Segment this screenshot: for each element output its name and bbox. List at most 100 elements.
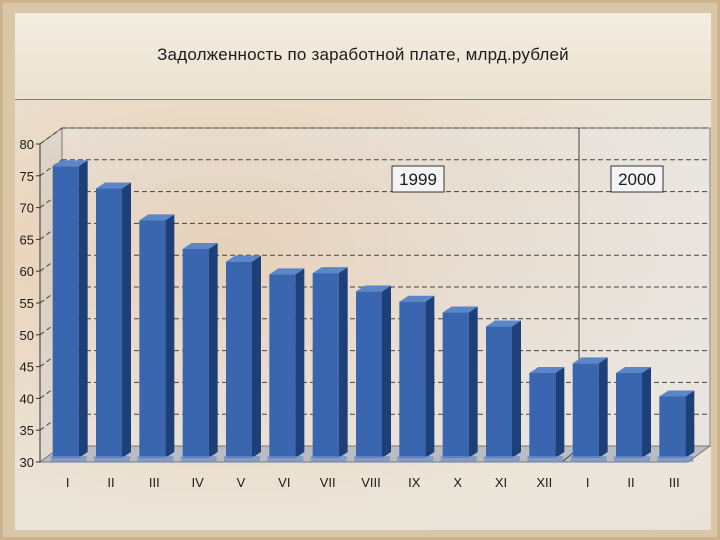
bar-side: [338, 267, 348, 458]
x-tick-label: I: [66, 475, 70, 490]
bar-side: [78, 160, 88, 458]
bar-side: [252, 255, 261, 458]
bar-side: [208, 242, 218, 458]
bar-front: [312, 273, 339, 458]
bar: [354, 285, 391, 462]
x-tick-label: XI: [495, 475, 507, 490]
gridline-side: [39, 127, 63, 145]
bar-top: [52, 160, 88, 167]
x-tick-label: XII: [536, 475, 552, 490]
y-tick-label: 45: [20, 360, 34, 375]
bar-base: [484, 456, 520, 462]
bar-base: [180, 456, 217, 462]
y-tick-label: 40: [20, 391, 34, 406]
bar-base: [397, 456, 434, 462]
bar-side: [512, 320, 521, 458]
bar-top: [269, 268, 305, 275]
bar-front: [616, 372, 642, 458]
bar-base: [614, 456, 650, 462]
bar: [310, 267, 348, 462]
bar-top: [529, 366, 565, 373]
x-tick-label: III: [669, 475, 680, 490]
gridline-side: [39, 254, 63, 272]
x-tick-label: II: [107, 475, 114, 490]
bar-top: [96, 182, 131, 189]
x-tick-label: V: [237, 475, 246, 490]
gridline-side: [39, 222, 63, 240]
x-tick-label: VIII: [361, 475, 381, 490]
bar-front: [486, 326, 512, 458]
bar-front: [96, 188, 122, 458]
x-tick-label: II: [627, 475, 634, 490]
x-tick-label: IX: [408, 475, 421, 490]
bar-base: [94, 456, 130, 462]
gridline-side: [39, 413, 63, 431]
bar-top: [659, 390, 695, 397]
bar-front: [529, 372, 556, 458]
bar-front: [269, 274, 296, 458]
year-label: 2000: [618, 170, 656, 189]
bar-front: [139, 220, 166, 458]
bar-front: [52, 166, 79, 458]
bar: [527, 366, 565, 462]
bar-base: [570, 456, 607, 462]
bar-side: [425, 295, 435, 458]
gridline-side: [39, 191, 63, 209]
gridline-side: [39, 350, 63, 368]
y-tick-label: 35: [20, 423, 34, 438]
bar-base: [224, 456, 260, 462]
bar-side: [468, 306, 478, 458]
bar-front: [442, 312, 469, 458]
bar-base: [267, 456, 304, 462]
year-label-box: [610, 165, 664, 193]
bar-side: [165, 214, 175, 458]
x-tick-label: I: [586, 475, 590, 490]
year-label: 1999: [399, 170, 437, 189]
bar-base: [354, 456, 390, 462]
bar-side: [295, 268, 305, 458]
x-tick-label: VI: [278, 475, 290, 490]
bar: [50, 160, 88, 462]
bar-top: [486, 320, 521, 327]
bar-base: [440, 456, 477, 462]
bar-base: [137, 456, 174, 462]
bar-front: [356, 291, 382, 458]
bar: [94, 182, 131, 462]
chart-title: Задолженность по заработной плате, млрд.…: [157, 45, 569, 64]
bar: [614, 366, 651, 462]
y-tick-label: 50: [20, 328, 34, 343]
x-tick-label: X: [453, 475, 462, 490]
bar-base: [310, 456, 347, 462]
bar-side: [122, 182, 131, 458]
year-label-box: [391, 165, 445, 193]
bar: [397, 295, 435, 462]
gridline-side: [39, 318, 63, 336]
bar-front: [399, 301, 426, 458]
bar: [137, 214, 175, 462]
y-tick-label: 65: [20, 232, 34, 247]
bar-top: [182, 242, 218, 249]
bar-top: [226, 255, 261, 262]
bar-front: [182, 248, 209, 458]
bar-side: [382, 285, 391, 458]
y-tick-label: 70: [20, 201, 34, 216]
title-band: Задолженность по заработной плате, млрд.…: [15, 13, 711, 100]
bar: [180, 242, 218, 462]
bar: [657, 390, 695, 462]
y-tick-label: 75: [20, 169, 34, 184]
bar-front: [659, 396, 686, 458]
bar-top: [399, 295, 435, 302]
x-tick-label: VII: [320, 475, 336, 490]
bar: [224, 255, 261, 462]
y-tick-label: 55: [20, 296, 34, 311]
bar-side: [598, 357, 608, 458]
bar-base: [527, 456, 564, 462]
bar-top: [572, 357, 608, 364]
x-tick-label: IV: [192, 475, 205, 490]
gridline-side: [39, 381, 63, 399]
x-tick-label: III: [149, 475, 160, 490]
bar-side: [642, 366, 651, 458]
y-tick-label: 30: [20, 455, 34, 470]
y-tick-label: 80: [20, 137, 34, 152]
